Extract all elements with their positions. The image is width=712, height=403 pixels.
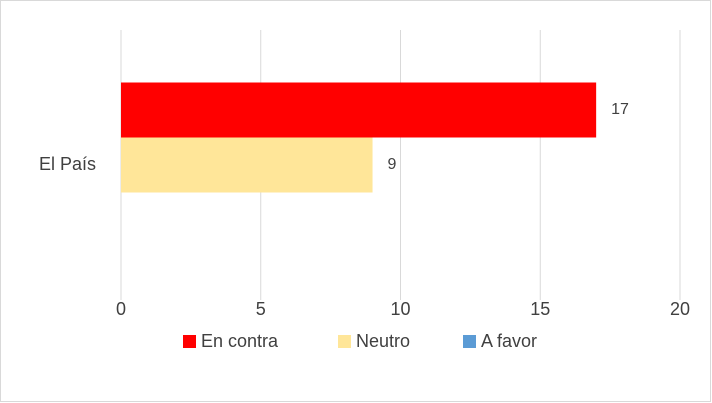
- legend-swatch: [463, 335, 476, 348]
- bar: [121, 82, 597, 138]
- x-tick-label: 20: [670, 299, 690, 319]
- y-tick-label: El País: [39, 154, 96, 174]
- x-tick-label: 10: [390, 299, 410, 319]
- legend-swatch: [183, 335, 196, 348]
- legend-label: En contra: [201, 331, 279, 351]
- legend-swatch: [338, 335, 351, 348]
- data-label: 17: [611, 101, 629, 118]
- x-tick-label: 15: [530, 299, 550, 319]
- legend-label: A favor: [481, 331, 537, 351]
- x-tick-label: 5: [256, 299, 266, 319]
- data-label: 9: [388, 156, 397, 173]
- bar: [121, 137, 373, 193]
- legend-label: Neutro: [356, 331, 410, 351]
- x-tick-label: 0: [116, 299, 126, 319]
